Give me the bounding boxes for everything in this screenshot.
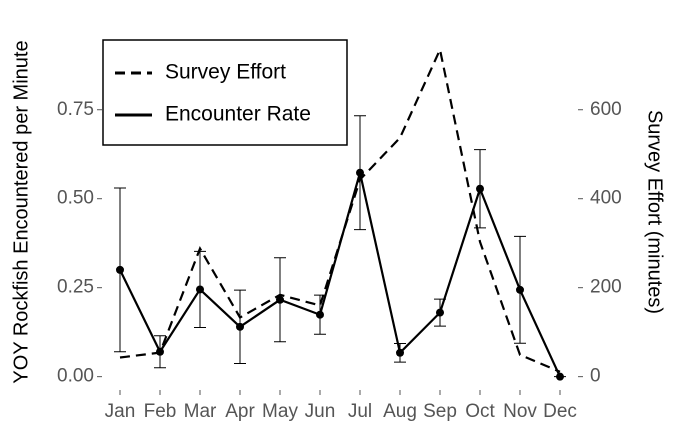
point xyxy=(156,347,164,356)
x-tick-label: Oct xyxy=(465,401,495,422)
y-tick-label: 0.50 xyxy=(57,188,94,209)
legend-label: Encounter Rate xyxy=(165,103,311,126)
point xyxy=(196,285,204,294)
y-tick-label: 0.25 xyxy=(57,277,94,298)
point xyxy=(316,310,324,319)
x-tick-label: May xyxy=(262,401,298,422)
point xyxy=(516,285,524,294)
y-axis-label: YOY Rockfish Encountered per Minute xyxy=(10,40,32,383)
point xyxy=(276,295,284,304)
y-tick-label: 0.75 xyxy=(57,99,94,120)
x-tick-label: Dec xyxy=(543,401,577,422)
point xyxy=(236,322,244,331)
x-tick-label: Sep xyxy=(423,401,457,422)
point xyxy=(116,265,124,274)
y-tick-label: 0.00 xyxy=(57,366,94,387)
x-tick-label: Apr xyxy=(225,401,255,422)
y2-tick-label: 0 xyxy=(590,366,601,387)
x-tick-label: Jan xyxy=(105,401,136,422)
y2-tick-label: 600 xyxy=(590,99,622,120)
y2-axis-label: Survey Effort (minutes) xyxy=(644,110,666,314)
point xyxy=(436,308,444,317)
point xyxy=(476,184,484,193)
x-tick-label: Nov xyxy=(503,401,537,422)
y2-tick-label: 400 xyxy=(590,188,622,209)
legend-box xyxy=(102,39,348,146)
y2-tick-label: 200 xyxy=(590,277,622,298)
point xyxy=(556,372,564,381)
series-line xyxy=(119,172,561,378)
x-tick-label: Aug xyxy=(383,401,417,422)
point xyxy=(396,348,404,357)
point xyxy=(356,168,364,177)
x-tick-label: Jun xyxy=(305,401,336,422)
x-tick-label: Jul xyxy=(348,401,372,422)
x-tick-label: Feb xyxy=(144,401,177,422)
legend-label: Survey Effort xyxy=(165,61,286,84)
x-tick-label: Mar xyxy=(184,401,217,422)
